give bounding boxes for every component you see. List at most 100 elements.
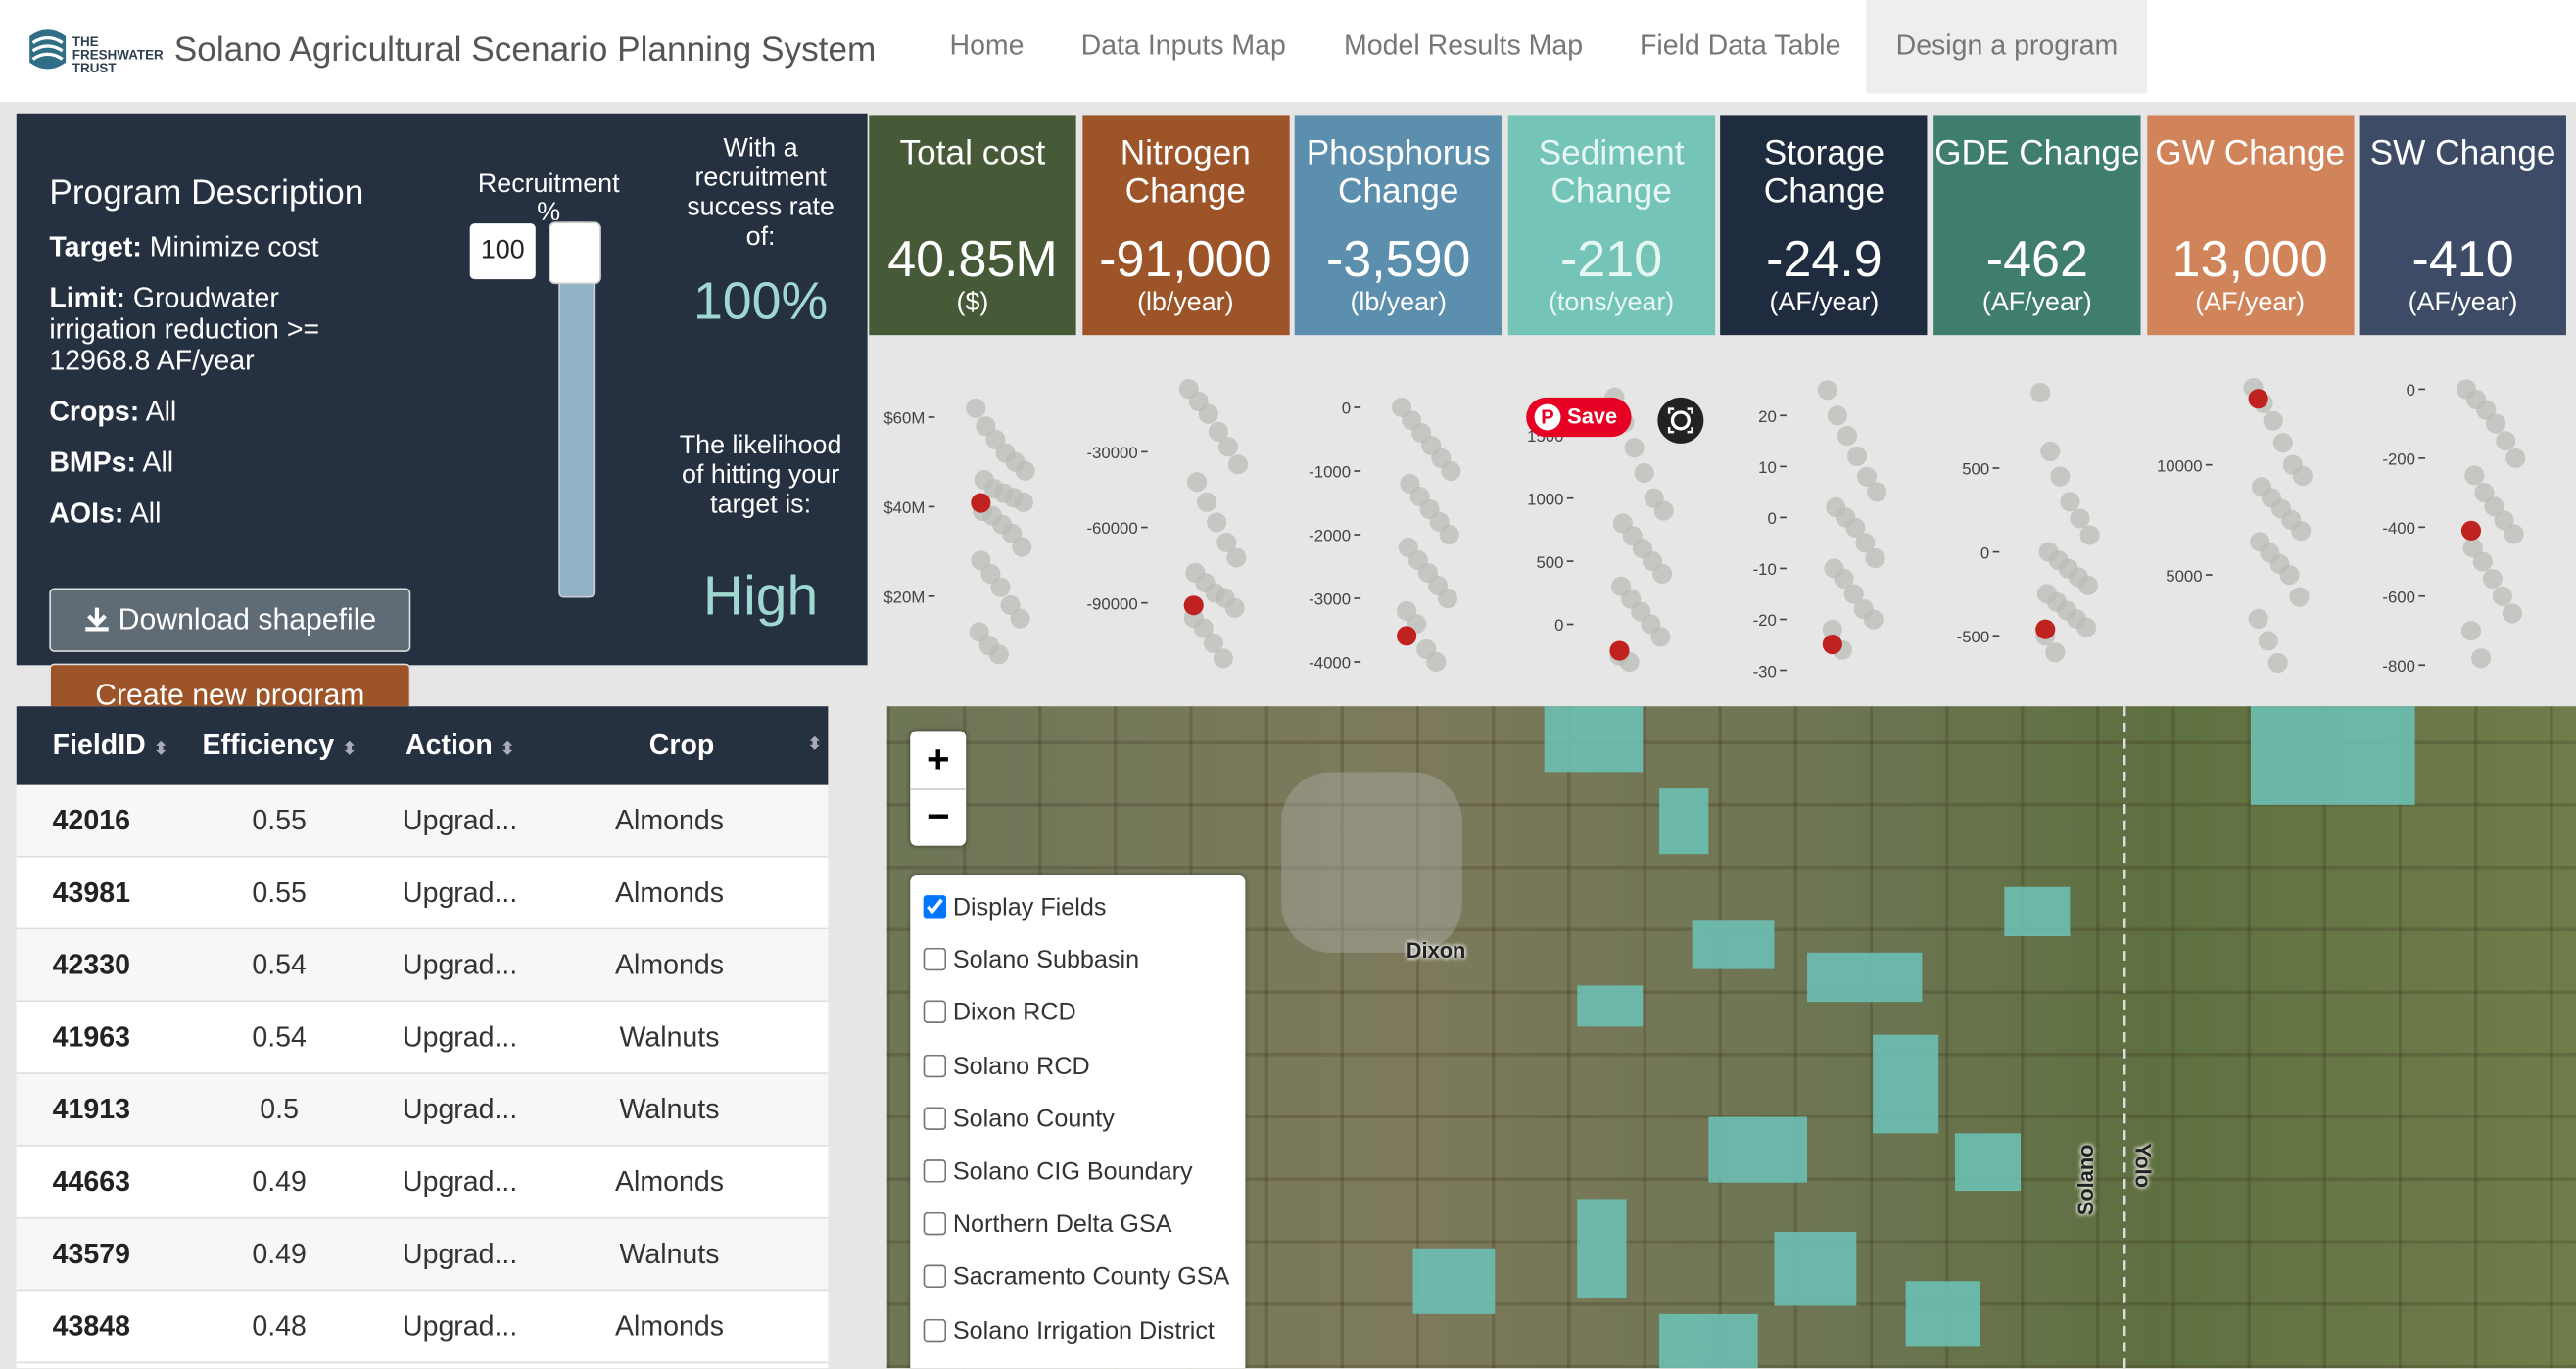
table-row[interactable]: 42330 0.54 Upgrad... Almonds [16, 929, 829, 1003]
column-header[interactable]: Crop ⬍ [575, 706, 837, 785]
point [2470, 648, 2492, 669]
layer-checkbox[interactable] [923, 948, 947, 971]
map[interactable]: + − Dixon Solano Yolo Display Fields Sola… [886, 706, 2576, 1369]
value: Minimize cost [149, 231, 319, 263]
pin-save-button[interactable]: P Save [1526, 397, 1632, 438]
metric-value: 40.85M [887, 229, 1058, 288]
metric-value: -91,000 [1099, 229, 1272, 288]
column-header[interactable]: Efficiency ⬍ [197, 706, 361, 785]
field [1659, 788, 1709, 855]
metric-unit: ($) [956, 289, 989, 317]
layer-checkbox[interactable] [923, 1212, 947, 1236]
label: AOIs: [49, 497, 124, 530]
metric-card: Sediment Change -210 (tons/year) [1507, 115, 1715, 336]
y-tick-label: 500 [1536, 553, 1563, 572]
town-area [1281, 772, 1462, 953]
layer-option[interactable]: Northern Delta GSA [923, 1209, 1172, 1243]
table-row[interactable]: 44663 0.49 Upgrad... Almonds [16, 1146, 829, 1219]
recruitment-input[interactable]: 100 [469, 223, 536, 280]
point [2248, 608, 2268, 630]
layer-option[interactable]: Solano Irrigation District [923, 1315, 1215, 1348]
nav-item[interactable]: Design a program [1866, 0, 2148, 94]
layer-checkbox[interactable] [923, 1159, 947, 1183]
slider-handle[interactable] [549, 221, 601, 285]
layer-label: Solano Subbasin [952, 946, 1140, 974]
label: Limit: [49, 282, 125, 314]
table-row[interactable]: 43981 0.55 Upgrad... Almonds [16, 857, 829, 930]
column-header[interactable]: Action ⬍ [378, 706, 543, 785]
y-tick-label: 0 [1980, 543, 1989, 562]
nav-item[interactable]: Field Data Table [1639, 29, 1841, 62]
layer-option[interactable]: Solano Subbasin [923, 945, 1140, 978]
metric-value: -210 [1560, 229, 1663, 288]
point [1213, 648, 1233, 669]
y-tick-label: 0 [2407, 381, 2415, 400]
zoom-in[interactable]: + [910, 731, 967, 790]
table-row[interactable]: 41913 0.5 Upgrad... Walnuts [16, 1073, 829, 1147]
cell: Upgrad... [402, 949, 518, 981]
layer-label: Northern Delta GSA [952, 1210, 1172, 1239]
layer-checkbox[interactable] [923, 1001, 947, 1024]
table-row[interactable]: 42016 0.55 Upgrad... Almonds [16, 784, 829, 858]
cell: 44663 [52, 1165, 130, 1198]
layer-checkbox[interactable] [923, 1265, 947, 1289]
layer-option[interactable]: Dixon RCD [923, 998, 1076, 1031]
point [966, 398, 986, 418]
success-rate: 100% [692, 270, 829, 331]
column-header[interactable]: FieldID ⬍ [53, 706, 201, 785]
field [1954, 1133, 2022, 1192]
point [2040, 441, 2061, 461]
point [1208, 421, 1228, 442]
layer-checkbox[interactable] [923, 895, 947, 919]
point [2292, 465, 2313, 486]
layer-checkbox[interactable] [923, 1318, 947, 1342]
label: Target: [49, 231, 142, 263]
app-title: Solano Agricultural Scenario Planning Sy… [173, 30, 877, 70]
zoom-out[interactable]: − [926, 794, 950, 840]
header-text: Crop [648, 729, 715, 761]
point [2076, 617, 2097, 637]
point [2272, 433, 2293, 453]
cell: Upgrad... [402, 876, 518, 909]
aois: AOIs: All [49, 497, 161, 531]
cell: Upgrad... [402, 1238, 518, 1270]
sort-icon: ⬍ [342, 740, 357, 759]
recruitment-label: Recruitment % [477, 170, 620, 220]
table-row[interactable]: 43579 0.49 Upgrad... Walnuts [16, 1218, 829, 1292]
layer-label: Solano Irrigation District [952, 1316, 1215, 1345]
slider-track[interactable] [558, 221, 596, 598]
table-row[interactable]: 41963 0.54 Upgrad... Walnuts [16, 1002, 829, 1074]
layer-option[interactable]: Display Fields [923, 892, 1106, 925]
nav-item[interactable]: Data Inputs Map [1080, 29, 1286, 62]
point [2050, 466, 2071, 487]
point [1217, 437, 1239, 457]
layer-option[interactable]: Solano RCD [923, 1051, 1090, 1084]
cell: 42330 [52, 949, 130, 981]
layer-option[interactable]: Solano CIG Boundary [923, 1157, 1193, 1190]
layer-option[interactable]: Sacramento County GSA [923, 1262, 1229, 1296]
metric-card: GW Change 13,000 (AF/year) [2146, 115, 2354, 336]
cell: Upgrad... [402, 1021, 518, 1054]
cell: 0.49 [252, 1238, 307, 1270]
nav-item[interactable]: Model Results Map [1344, 29, 1584, 62]
y-tick-label: -60000 [1086, 519, 1137, 538]
label: Download shapefile [118, 602, 377, 637]
visual-search-button[interactable] [1657, 397, 1704, 444]
selected-point [1822, 634, 1842, 655]
table-row[interactable]: 43848 0.48 Upgrad... Almonds [16, 1291, 829, 1364]
point [2492, 586, 2512, 606]
point [1015, 460, 1035, 481]
y-tick-label: $40M [883, 498, 925, 517]
y-tick-label: -800 [2382, 657, 2415, 676]
layer-option[interactable]: Solano County [923, 1104, 1115, 1137]
nav-item[interactable]: Home [949, 29, 1025, 62]
place-label: Yolo [2130, 1143, 2156, 1189]
point [1439, 524, 1459, 545]
y-tick-label: 0 [1768, 509, 1777, 528]
field [1577, 985, 1644, 1027]
layer-checkbox[interactable] [923, 1107, 947, 1130]
cell: 41913 [52, 1094, 130, 1125]
layer-checkbox[interactable] [923, 1054, 947, 1077]
download-button[interactable]: Download shapefile [49, 588, 411, 652]
point [990, 577, 1011, 597]
